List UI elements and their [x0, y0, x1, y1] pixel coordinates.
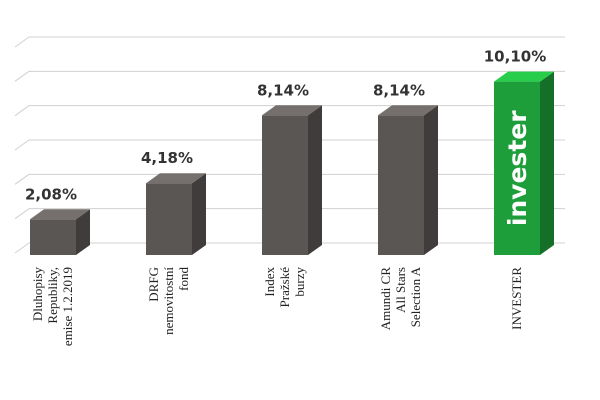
x-tick-label: INVESTER [509, 267, 524, 330]
bar [146, 183, 192, 255]
logo-text: invester [503, 110, 532, 226]
bar-top [378, 105, 438, 116]
x-tick-label: DRFGnemovitostnífond [146, 267, 191, 335]
bar-side [308, 105, 322, 255]
value-label: 2,08% [25, 185, 77, 203]
bar-top [262, 105, 322, 116]
bar-side [424, 105, 438, 255]
value-label: 8,14% [257, 81, 309, 99]
grid-line [14, 139, 30, 151]
x-tick-label: Amundi CRAll StarsSelection A [378, 266, 423, 330]
grid-line [14, 105, 30, 117]
bar [378, 115, 424, 255]
bar-top [494, 71, 554, 82]
x-tick-label: IndexPražskéburzy [262, 267, 307, 308]
value-label: 8,14% [373, 81, 425, 99]
grid-line [14, 242, 30, 254]
bar [494, 81, 540, 255]
bar [30, 219, 76, 255]
bar-side [76, 209, 90, 255]
bar-top [30, 209, 90, 220]
bar-side [192, 173, 206, 255]
bar-side [540, 71, 554, 255]
grid-line [14, 173, 30, 185]
bar [262, 115, 308, 255]
bar-top [146, 173, 206, 184]
x-tick-label: DluhopisyRepubliky,emise 1.2.2019 [30, 267, 75, 347]
value-label: 4,18% [141, 149, 193, 167]
value-label: 10,10% [484, 48, 546, 66]
grid-line [14, 70, 30, 82]
grid-line [14, 208, 30, 220]
grid-line [14, 36, 30, 48]
